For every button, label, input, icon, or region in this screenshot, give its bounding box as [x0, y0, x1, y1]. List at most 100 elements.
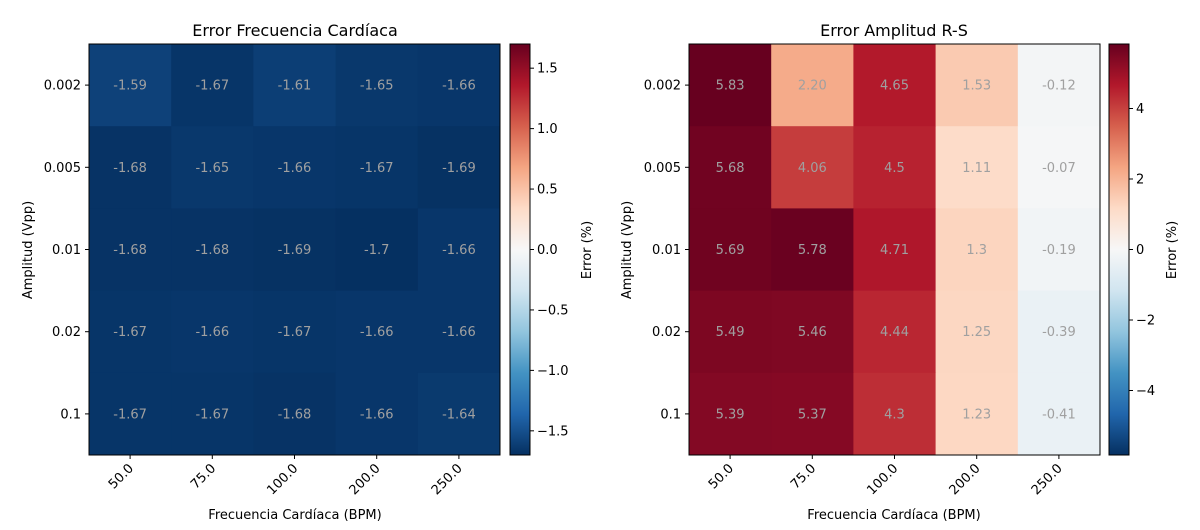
heatmap-cell — [253, 44, 337, 127]
heatmap-cells: 5.83 2.20 4.65 1.53 -0.12 5.68 4.06 4.5 1.11 -0.0… — [689, 44, 1101, 456]
heatmap-cell — [89, 126, 172, 209]
y-tick-label: 0.02 — [52, 325, 81, 340]
colorbar-tick-label: 1.0 — [537, 122, 558, 137]
heatmap-cells: -1.59 -1.67 -1.61 -1.65 -1.66 -1.68 -1.65 -1.66… — [89, 44, 501, 456]
heatmap-cell — [417, 290, 501, 374]
x-tick-label: 200.0 — [347, 461, 384, 498]
heatmap-cell — [771, 290, 854, 374]
heatmap-cell — [771, 44, 854, 127]
cell-value-label: 1.25 — [962, 325, 991, 340]
cell-value-label: -1.67 — [113, 407, 147, 422]
heatmap-cell — [335, 208, 419, 292]
cell-value-label: 1.11 — [962, 161, 991, 176]
x-tick-label: 75.0 — [788, 461, 819, 492]
heatmap-cell — [335, 372, 419, 456]
cell-value-label: 5.68 — [716, 161, 745, 176]
x-axis-label: Frecuencia Cardíaca (BPM) — [208, 508, 381, 523]
heatmap-cell — [935, 126, 1019, 209]
heatmap-cell — [417, 208, 501, 292]
cell-value-label: 5.37 — [798, 407, 827, 422]
cell-value-label: -1.66 — [360, 407, 394, 422]
cell-value-label: 5.78 — [798, 243, 827, 258]
colorbar-ticks: −1.5 −1.0 −0.5 0.0 0.5 1.0 1.5 — [530, 62, 569, 439]
x-tick-label: 100.0 — [864, 461, 901, 498]
y-axis-ticks: 0.002 0.005 0.01 0.02 0.1 — [644, 79, 689, 422]
cell-value-label: -1.66 — [360, 325, 394, 340]
cell-value-label: 5.49 — [716, 325, 745, 340]
heatmap-cell — [689, 208, 772, 292]
heatmap-cell — [171, 290, 254, 374]
cell-value-label: 5.83 — [716, 79, 745, 94]
cell-value-label: -0.19 — [1042, 243, 1076, 258]
cell-value-label: 4.06 — [798, 161, 827, 176]
heatmap-cell — [253, 208, 337, 292]
colorbar-tick-label: −1.5 — [537, 424, 569, 439]
colorbar-tick-label: 4 — [1136, 102, 1144, 117]
heatmap-cell — [89, 208, 172, 292]
heatmap-cell — [771, 372, 854, 456]
heatmap-cell — [171, 372, 254, 456]
colorbar-tick-label: 0 — [1136, 243, 1144, 258]
x-tick-label: 250.0 — [429, 461, 466, 498]
colorbar-label: Error (%) — [1165, 221, 1180, 279]
heatmap-cell — [335, 290, 419, 374]
x-axis-label: Frecuencia Cardíaca (BPM) — [807, 508, 980, 523]
heatmap-cell — [935, 44, 1019, 127]
y-tick-label: 0.1 — [60, 407, 81, 422]
colorbar-tick-label: −1.0 — [537, 364, 569, 379]
cell-value-label: -1.68 — [195, 243, 229, 258]
cell-value-label: 5.46 — [798, 325, 827, 340]
heatmap-cell — [689, 126, 772, 209]
y-axis-label: Amplitud (Vpp) — [21, 201, 36, 299]
x-tick-label: 50.0 — [106, 461, 137, 492]
cell-value-label: -1.59 — [113, 79, 147, 94]
heatmap-cell — [935, 208, 1019, 292]
y-axis-label: Amplitud (Vpp) — [620, 201, 635, 299]
heatmap-cell — [935, 290, 1019, 374]
cell-value-label: -1.68 — [113, 243, 147, 258]
heatmap-cell — [853, 290, 937, 374]
colorbar-tick-label: 2 — [1136, 173, 1144, 188]
heatmap-cell — [853, 208, 937, 292]
cell-value-label: -0.41 — [1042, 407, 1076, 422]
heatmap-cell — [253, 372, 337, 456]
chart-title: Error Amplitud R-S — [820, 21, 968, 40]
heatmap-cell — [771, 126, 854, 209]
colorbar — [509, 43, 531, 456]
cell-value-label: 5.69 — [716, 243, 745, 258]
heatmap-cell — [89, 44, 172, 127]
cell-value-label: -0.07 — [1042, 161, 1076, 176]
colorbar-tick-label: −4 — [1136, 384, 1155, 399]
heatmap-cell — [171, 44, 254, 127]
cell-value-label: 2.20 — [798, 79, 827, 94]
heatmap-cell — [171, 126, 254, 209]
cell-value-label: -0.39 — [1042, 325, 1076, 340]
colorbar-label: Error (%) — [580, 221, 595, 279]
cell-value-label: -0.12 — [1042, 79, 1076, 94]
cell-value-label: -1.7 — [364, 243, 389, 258]
cell-value-label: -1.69 — [278, 243, 312, 258]
cell-value-label: -1.69 — [442, 161, 476, 176]
heatmap-cell — [171, 208, 254, 292]
y-tick-label: 0.005 — [44, 161, 81, 176]
x-axis-ticks: 50.0 75.0 100.0 200.0 250.0 — [106, 455, 466, 498]
cell-value-label: 1.3 — [966, 243, 987, 258]
heatmap-cell — [253, 126, 337, 209]
chart-title: Error Frecuencia Cardíaca — [192, 21, 398, 40]
cell-value-label: -1.65 — [195, 161, 229, 176]
rs-amplitude-error-panel: Error Amplitud R-S 5.83 2.20 4.65 1.53 -0.12… — [620, 21, 1180, 523]
heatmap-cell — [689, 372, 772, 456]
heatmap-cell — [1017, 290, 1101, 374]
cell-value-label: -1.67 — [195, 407, 229, 422]
heatmap-cell — [689, 290, 772, 374]
cell-value-label: 4.71 — [880, 243, 909, 258]
heart-rate-error-panel: Error Frecuencia Cardíaca -1.59 -1.67 -1.6… — [21, 21, 595, 523]
colorbar-tick-label: 1.5 — [537, 62, 558, 77]
cell-value-label: -1.65 — [360, 79, 394, 94]
heatmap-cell — [853, 372, 937, 456]
y-tick-label: 0.002 — [44, 79, 81, 94]
heatmap-cell — [417, 44, 501, 127]
y-tick-label: 0.01 — [652, 243, 681, 258]
cell-value-label: -1.64 — [442, 407, 476, 422]
